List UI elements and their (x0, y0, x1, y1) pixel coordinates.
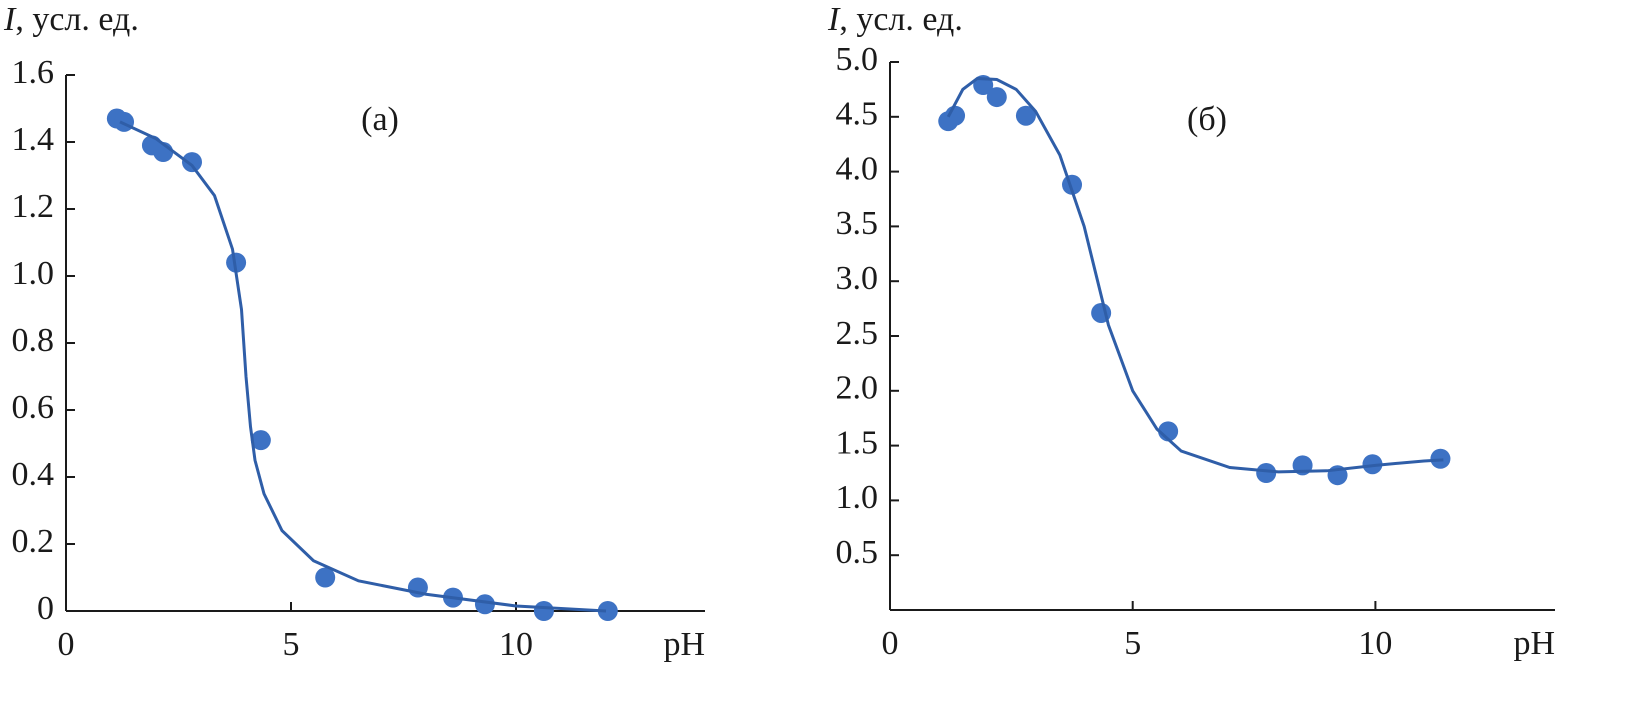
y-tick-label: 0.5 (836, 534, 879, 571)
panel-label: (а) (361, 101, 399, 138)
x-tick-label: 5 (283, 626, 300, 663)
y-tick-label: 1.2 (12, 188, 55, 225)
y-tick-label: 1.5 (836, 424, 879, 461)
y-axis-unit: , усл. ед. (839, 1, 963, 38)
panel-label: (б) (1187, 101, 1227, 138)
x-tick-label: 5 (1124, 625, 1141, 662)
x-tick-label: 10 (1358, 625, 1392, 662)
y-tick-label: 0.8 (12, 322, 55, 359)
data-point (250, 430, 271, 451)
y-tick-label: 1.0 (12, 255, 55, 292)
y-tick-label: 2.5 (836, 315, 879, 352)
y-tick-label: 2.0 (836, 370, 879, 407)
y-tick-label: 1.0 (836, 479, 879, 516)
data-point (182, 152, 202, 173)
y-tick-label: 1.6 (12, 54, 55, 91)
y-tick-label: 0.6 (12, 389, 55, 426)
y-tick-label: 3.0 (836, 260, 879, 297)
y-axis-label: I, усл. ед. (3, 1, 139, 38)
fit-curve (946, 76, 1444, 474)
y-tick-label: 0.4 (12, 456, 55, 493)
x-tick-label: 0 (882, 625, 899, 662)
x-axis-label: pH (1513, 625, 1555, 662)
x-tick-label: 10 (499, 626, 533, 663)
data-point (474, 594, 495, 615)
data-point (1256, 463, 1277, 483)
y-axis-symbol: I (3, 1, 17, 38)
data-point (114, 111, 135, 132)
data-point (315, 567, 336, 588)
data-point (597, 601, 618, 621)
x-tick-label: 0 (58, 626, 75, 663)
y-tick-label: 3.5 (836, 205, 879, 242)
data-point (1015, 105, 1036, 126)
data-point (226, 252, 247, 273)
y-axis-symbol: I (827, 1, 841, 38)
y-tick-label: 0 (37, 590, 54, 627)
y-tick-label: 5.0 (836, 41, 879, 78)
data-point (986, 87, 1007, 108)
y-tick-label: 4.0 (836, 150, 879, 187)
data-point (533, 601, 554, 621)
y-tick-label: 0.2 (12, 523, 55, 560)
y-axis-label: I, усл. ед. (827, 1, 963, 38)
y-tick-label: 1.4 (12, 121, 55, 158)
y-axis-unit: , усл. ед. (15, 1, 139, 38)
y-tick-label: 4.5 (836, 96, 879, 133)
x-axis-label: pH (663, 626, 705, 663)
fit-curve (119, 120, 607, 613)
